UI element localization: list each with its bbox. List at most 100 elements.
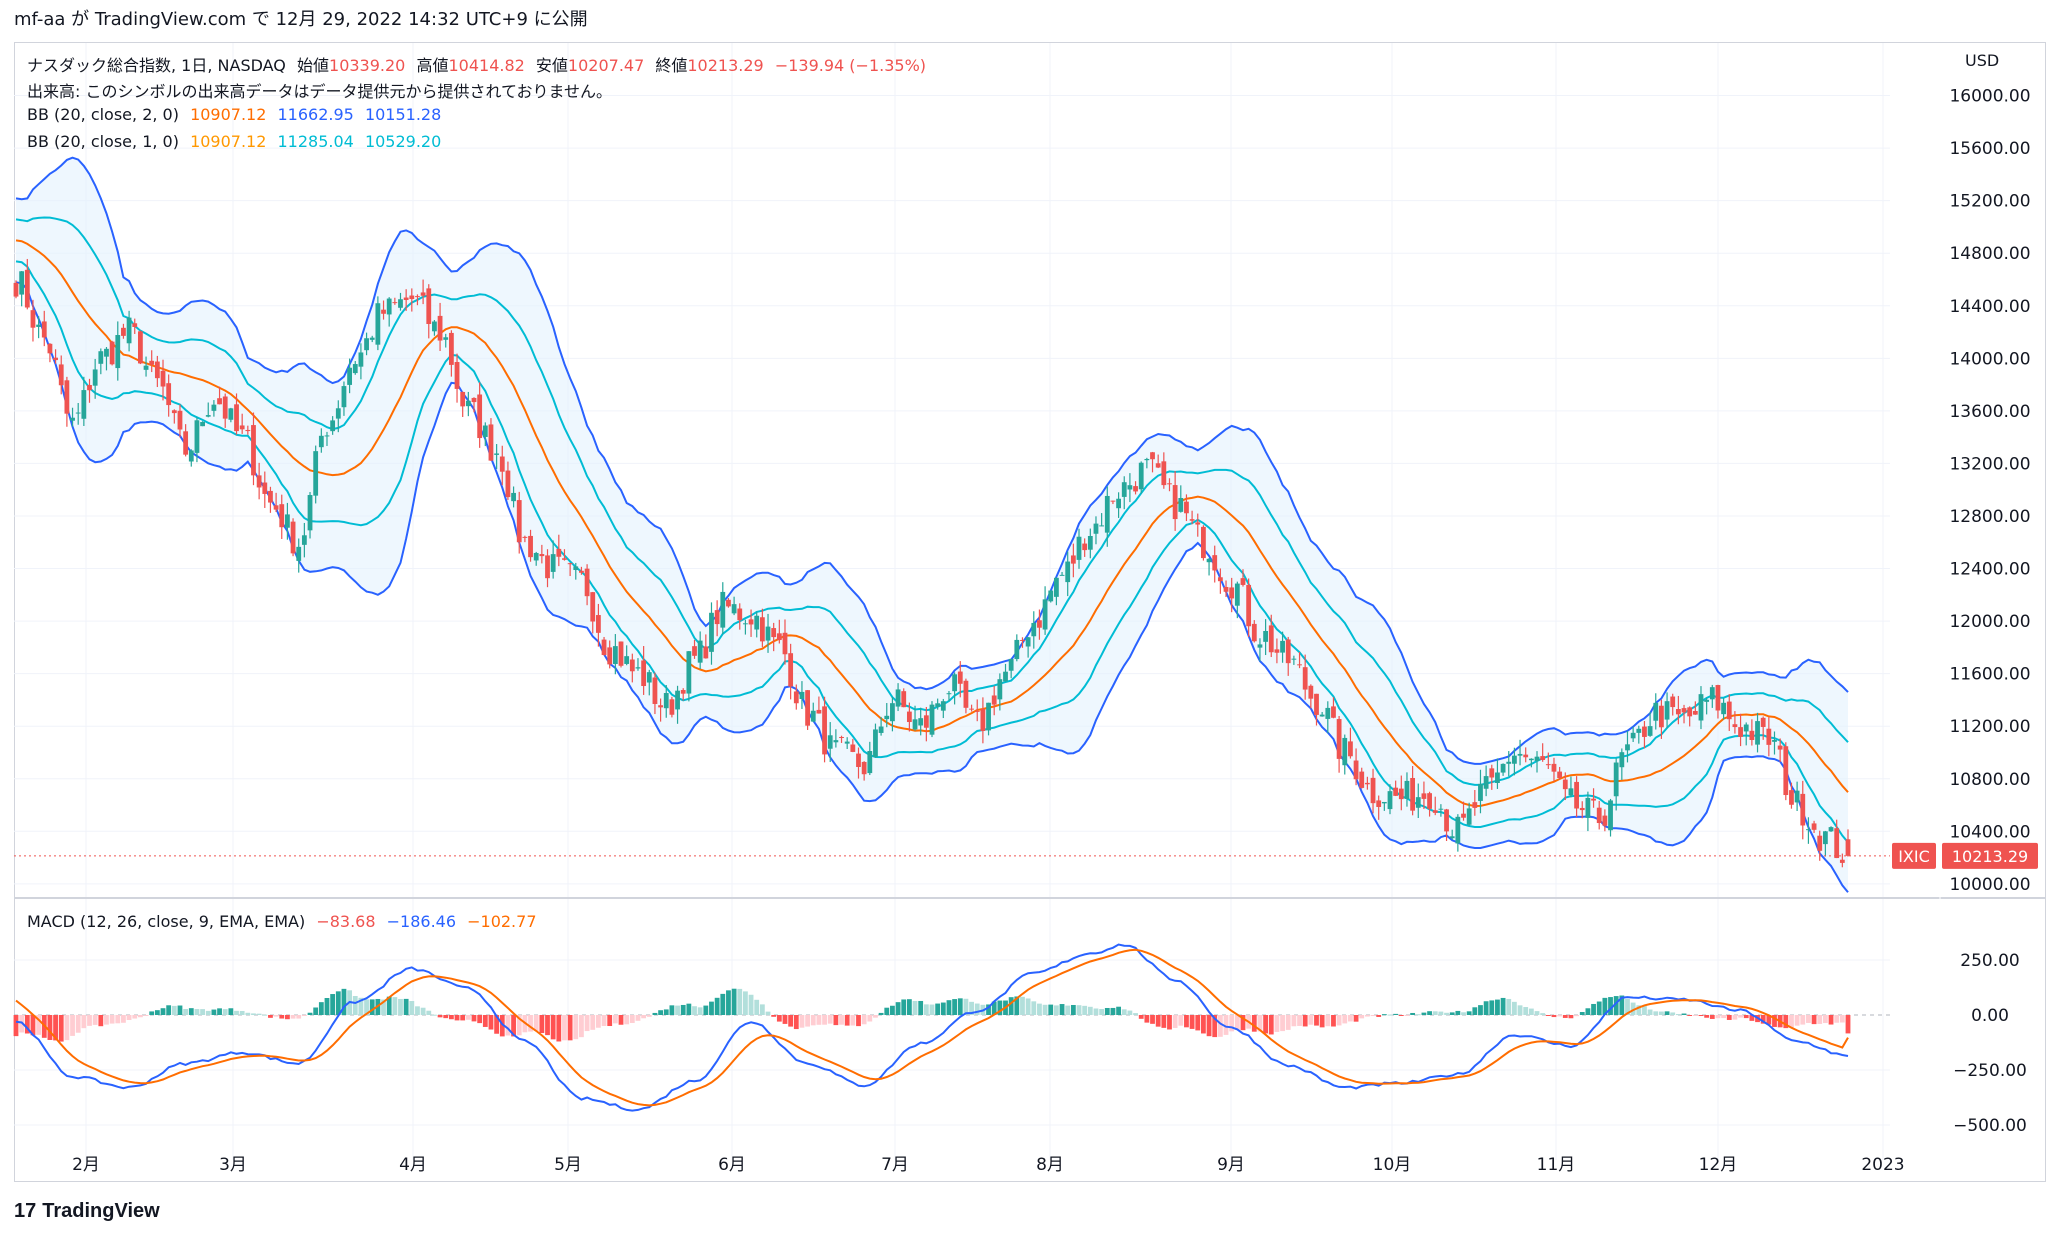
macd-histogram-bar [1681, 1013, 1687, 1015]
candle-body [873, 729, 878, 758]
macd-histogram-bar [1760, 1015, 1766, 1024]
candle-body [1116, 498, 1121, 509]
candle-body [1681, 708, 1687, 713]
macd-histogram-bar [171, 1005, 177, 1015]
candle-body [652, 677, 658, 704]
candle-body [1410, 777, 1416, 811]
macd-histogram-bar [731, 988, 737, 1015]
macd-histogram-bar [364, 999, 369, 1015]
candle-body [98, 351, 104, 364]
macd-histogram-bar [1014, 996, 1020, 1015]
candle-body [279, 504, 285, 528]
candle-body [957, 671, 963, 684]
candle-body [1732, 724, 1738, 728]
macd-histogram-bar [590, 1015, 596, 1030]
candle-body [1540, 756, 1546, 760]
macd-histogram-bar [211, 1009, 217, 1015]
macd-histogram-bar [505, 1015, 511, 1036]
time-tick-label: 4月 [399, 1155, 427, 1175]
macd-histogram-bar [1642, 1006, 1647, 1015]
macd-histogram-bar [477, 1015, 483, 1024]
macd-histogram-bar [567, 1015, 573, 1041]
macd-histogram-bar [36, 1015, 42, 1035]
candle-body [1806, 829, 1811, 831]
candle-body [726, 599, 731, 607]
price-tick-label: 10800.00 [1949, 770, 2030, 790]
macd-histogram-bar [1257, 1015, 1263, 1032]
candle-body [839, 736, 844, 738]
candle-body [861, 761, 867, 775]
macd-histogram-bar [1087, 1006, 1093, 1015]
macd-histogram-bar [1495, 999, 1500, 1015]
price-tick-label: 14000.00 [1949, 349, 2030, 369]
candle-body [285, 514, 290, 528]
legend-macd[interactable]: MACD (12, 26, close, 9, EMA, EMA) −83.68… [27, 912, 543, 931]
macd-histogram-bar [1540, 1013, 1546, 1015]
macd-histogram-bar [1110, 1007, 1116, 1015]
candle-body [222, 396, 228, 419]
macd-signal-line [15, 948, 1849, 1107]
candle-body [1461, 813, 1466, 818]
macd-histogram-bar [109, 1015, 115, 1024]
candle-body [1783, 746, 1789, 796]
macd-histogram-bar [675, 1005, 680, 1015]
candle-body [301, 535, 307, 545]
macd-histogram-bar [301, 1015, 307, 1016]
macd-histogram-bar [81, 1015, 87, 1029]
macd-pane [13, 943, 1890, 1126]
macd-histogram-bar [465, 1015, 471, 1020]
candle-body [1240, 578, 1246, 585]
macd-histogram-bar [1545, 1015, 1551, 1016]
tradingview-footer[interactable]: 17 TradingView [14, 1196, 160, 1226]
macd-histogram-bar [307, 1012, 313, 1015]
candle-body [443, 337, 449, 340]
candle-body [567, 563, 573, 565]
candle-body [663, 693, 669, 709]
candle-body [878, 726, 884, 733]
candle-body [1070, 555, 1076, 564]
macd-histogram-bar [1613, 996, 1619, 1015]
macd-histogram-bar [1201, 1015, 1206, 1034]
macd-histogram-bar [1721, 1015, 1727, 1019]
macd-histogram-bar [183, 1008, 189, 1015]
macd-histogram-bar [709, 1001, 714, 1015]
time-tick-label: 10月 [1373, 1155, 1412, 1175]
candle-body [1800, 793, 1806, 826]
candle-body [375, 303, 381, 345]
macd-histogram-bar [234, 1010, 239, 1015]
macd-histogram-bar [1037, 1003, 1042, 1015]
candle-body [816, 709, 822, 714]
macd-histogram-bar [1104, 1007, 1110, 1015]
candle-body [149, 360, 155, 365]
legend-title: ナスダック総合指数, 1日, NASDAQ [27, 56, 286, 75]
candle-body [465, 400, 471, 407]
macd-histogram-bar [1704, 1015, 1710, 1018]
price-tick-label: 15600.00 [1949, 139, 2030, 159]
candle-body [460, 391, 466, 407]
last-price-tag: 10213.29 [1952, 847, 2028, 866]
macd-histogram-bar [940, 1002, 946, 1015]
macd-histogram-bar [1133, 1013, 1138, 1015]
macd-histogram-bar [245, 1012, 251, 1015]
candle-body [1003, 671, 1008, 682]
macd-histogram-bar [562, 1015, 567, 1041]
candle-body [341, 386, 347, 408]
macd-histogram-bar [409, 1000, 415, 1015]
candle-body [482, 425, 488, 437]
candle-body [1528, 758, 1534, 761]
legend-bb2[interactable]: BB (20, close, 1, 0) 10907.12 11285.04 1… [27, 132, 447, 151]
candle-body [30, 310, 36, 328]
price-tick-label: 14400.00 [1949, 297, 2030, 317]
macd-histogram-bar [296, 1015, 302, 1019]
macd-histogram-bar [1692, 1015, 1698, 1016]
candle-body [1302, 667, 1308, 690]
macd-tick-label: 0.00 [1971, 1006, 2009, 1026]
legend-bb1[interactable]: BB (20, close, 2, 0) 10907.12 11662.95 1… [27, 105, 447, 124]
macd-histogram-bar [1217, 1015, 1223, 1037]
macd-histogram-bar [1845, 1015, 1851, 1034]
candle-body [1206, 558, 1212, 563]
candle-body [906, 711, 912, 723]
macd-histogram-bar [1138, 1015, 1144, 1019]
macd-histogram-bar [30, 1015, 36, 1036]
